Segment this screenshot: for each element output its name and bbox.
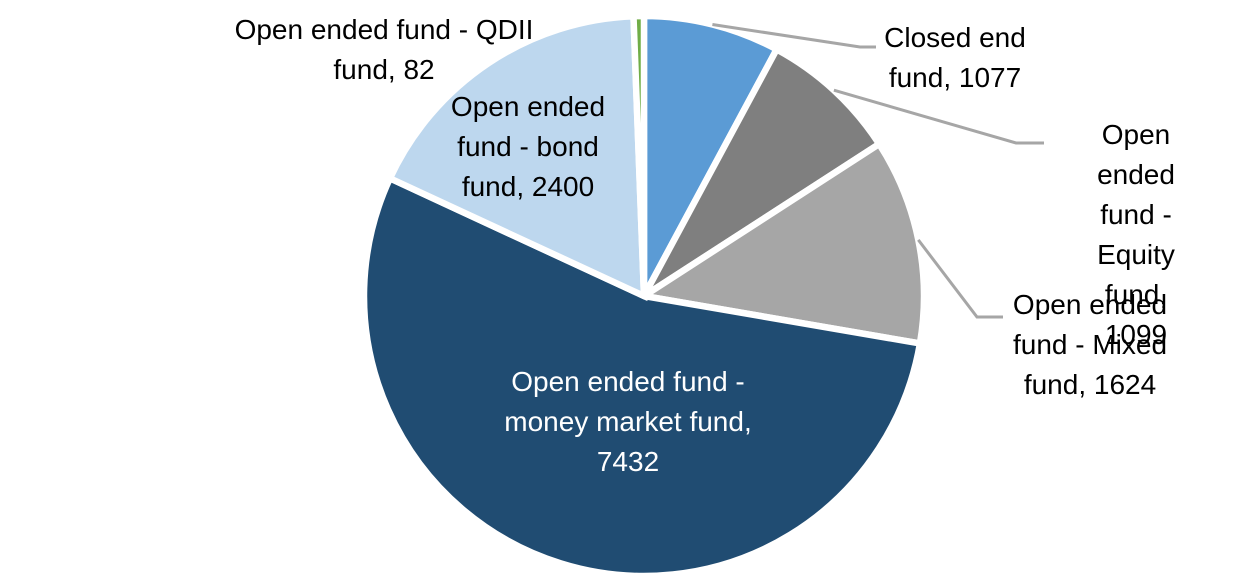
pie-slice-open-ended-fund-mixed-fund [635, 139, 928, 348]
label-equity-fund: Open ended fund - Equity fund, 1099 [1097, 119, 1175, 350]
label-money-market-fund: Open ended fund - money market fund, 743… [504, 366, 752, 477]
pie-slice-open-ended-fund-qdii-fund [630, 12, 648, 297]
pie-slice-closed-end-fund [640, 12, 782, 298]
label-qdii-fund: Open ended fund - QDII fund, 82 [234, 14, 534, 85]
label-closed-end-fund: Closed end fund, 1077 [884, 22, 1026, 93]
pie-slice-open-ended-fund-money-market-fund [360, 174, 924, 580]
leader-line-open-ended-fund-mixed-fund [917, 238, 1003, 319]
leader-line-closed-end-fund [712, 23, 876, 49]
pie-slice-open-ended-fund-bond-fund [385, 12, 648, 302]
label-mixed-fund: Open ended fund - Mixed fund, 1624 [1012, 289, 1168, 400]
leader-line-open-ended-fund-equity-fund [833, 88, 1044, 145]
label-bond-fund: Open ended fund - bond fund, 2400 [450, 91, 606, 202]
pie-slice-open-ended-fund-equity-fund [641, 44, 884, 299]
